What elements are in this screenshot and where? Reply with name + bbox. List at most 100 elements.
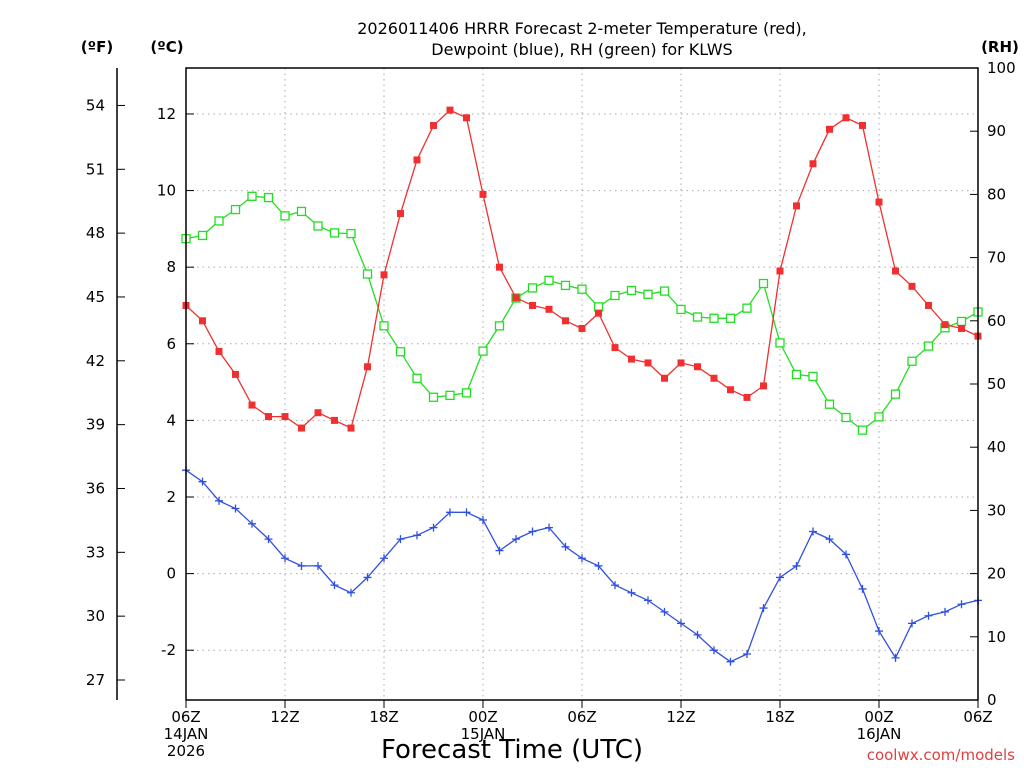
fahrenheit-tick-label: 51: [86, 160, 105, 178]
rh-point: [313, 221, 323, 231]
celsius-tick-label: -2: [161, 641, 176, 659]
rh-point: [577, 284, 587, 294]
rh-point: [874, 412, 884, 422]
celsius-tick-label: 12: [157, 105, 176, 123]
rh-point: [197, 230, 208, 241]
dewpoint-point: [297, 561, 306, 570]
temperature-point: [347, 424, 355, 432]
temperature-point: [875, 198, 883, 206]
time-tick-label: 14JAN: [164, 725, 209, 743]
dewpoint-point: [660, 607, 669, 616]
dewpoint-point: [528, 527, 537, 536]
dewpoint-point: [462, 508, 471, 517]
rh-point: [841, 412, 851, 423]
rh-point: [478, 346, 488, 356]
x-axis-title: Forecast Time (UTC): [381, 735, 643, 765]
rh-point: [527, 283, 538, 293]
celsius-tick-label: 2: [166, 488, 176, 506]
dewpoint-point: [611, 581, 619, 590]
series-dewpoint: [182, 466, 982, 666]
rh-point: [544, 275, 554, 286]
dewpoint-point: [231, 504, 240, 513]
temperature-point: [446, 106, 454, 114]
temperature-point: [479, 190, 487, 198]
rh-point: [329, 228, 340, 238]
dewpoint-point: [396, 535, 405, 544]
dewpoint-point: [215, 496, 223, 505]
credit-text: coolwx.com/models: [867, 746, 1015, 764]
rh-point: [907, 356, 917, 366]
rh-tick-label: 10: [987, 628, 1006, 646]
celsius-tick-label: 8: [166, 258, 176, 276]
temperature-line: [185, 109, 979, 429]
dewpoint-point: [314, 561, 322, 570]
time-tick-label: 06Z: [567, 708, 596, 726]
temperature-point: [331, 416, 338, 424]
dewpoint-point: [726, 657, 735, 666]
rh-point: [247, 191, 257, 201]
rh-point: [280, 211, 290, 221]
fahrenheit-unit-label: (ºF): [81, 38, 113, 56]
rh-point: [890, 389, 901, 399]
dewpoint-point: [941, 607, 949, 616]
series-rh: [181, 191, 983, 435]
time-tick-label: 18Z: [765, 708, 794, 726]
time-tick-label: 06Z: [171, 708, 200, 726]
rh-point: [494, 321, 505, 331]
time-tick-label: 12Z: [666, 708, 695, 726]
dewpoint-point: [891, 653, 900, 662]
temperature-point: [760, 382, 767, 390]
dewpoint-point: [957, 600, 966, 609]
rh-point: [791, 369, 802, 380]
celsius-tick-label: 6: [166, 335, 176, 353]
rh-point: [709, 313, 719, 323]
rh-point: [725, 313, 736, 323]
rh-point: [808, 371, 818, 382]
dewpoint-point: [627, 588, 636, 597]
fahrenheit-tick-label: 36: [86, 479, 105, 497]
rh-tick-label: 100: [987, 59, 1016, 77]
rh-point: [379, 321, 389, 331]
plot-frame: [185, 67, 979, 701]
temperature-point: [298, 424, 305, 432]
rh-point: [742, 303, 752, 313]
temperature-point: [413, 156, 421, 164]
fahrenheit-axis: 27 30 33 36 39 42 45 48 51 54: [86, 68, 125, 700]
temperature-point: [842, 114, 850, 122]
rh-point: [214, 216, 224, 226]
chart-title: 2026011406 HRRR Forecast 2-meter Tempera…: [357, 19, 807, 59]
dewpoint-point: [644, 596, 652, 605]
rh-point: [626, 285, 637, 296]
dewpoint-point: [809, 527, 817, 536]
gridlines: [186, 68, 978, 700]
temperature-point: [397, 210, 404, 218]
celsius-tick-label: 10: [157, 182, 176, 200]
dewpoint-point: [347, 588, 355, 597]
rh-point: [775, 338, 785, 348]
rh-tick-label: 30: [987, 501, 1006, 519]
temperature-point: [364, 363, 371, 371]
temperature-point: [545, 305, 553, 313]
dewpoint-point: [248, 519, 256, 528]
rh-point: [956, 316, 967, 327]
rh-point: [362, 269, 373, 279]
celsius-tick-label: 4: [166, 411, 176, 429]
temperature-point: [826, 125, 833, 133]
temperature-point: [215, 347, 223, 355]
rh-tick-label: 0: [987, 691, 997, 709]
rh-point: [346, 228, 356, 239]
dewpoint-point: [363, 573, 372, 582]
rh-point: [676, 304, 686, 315]
rh-axis: 0 10 20 30 40 50 60 70 80 90 100: [970, 59, 1016, 709]
dewpoint-point: [693, 630, 702, 639]
rh-point: [923, 341, 934, 351]
time-tick-label: 12Z: [270, 708, 299, 726]
time-tick-label: 2026: [167, 742, 205, 760]
rh-tick-label: 80: [987, 185, 1006, 203]
rh-point: [263, 192, 274, 203]
temperature-point: [199, 317, 206, 325]
rh-tick-label: 40: [987, 438, 1006, 456]
temperature-point: [281, 413, 289, 421]
